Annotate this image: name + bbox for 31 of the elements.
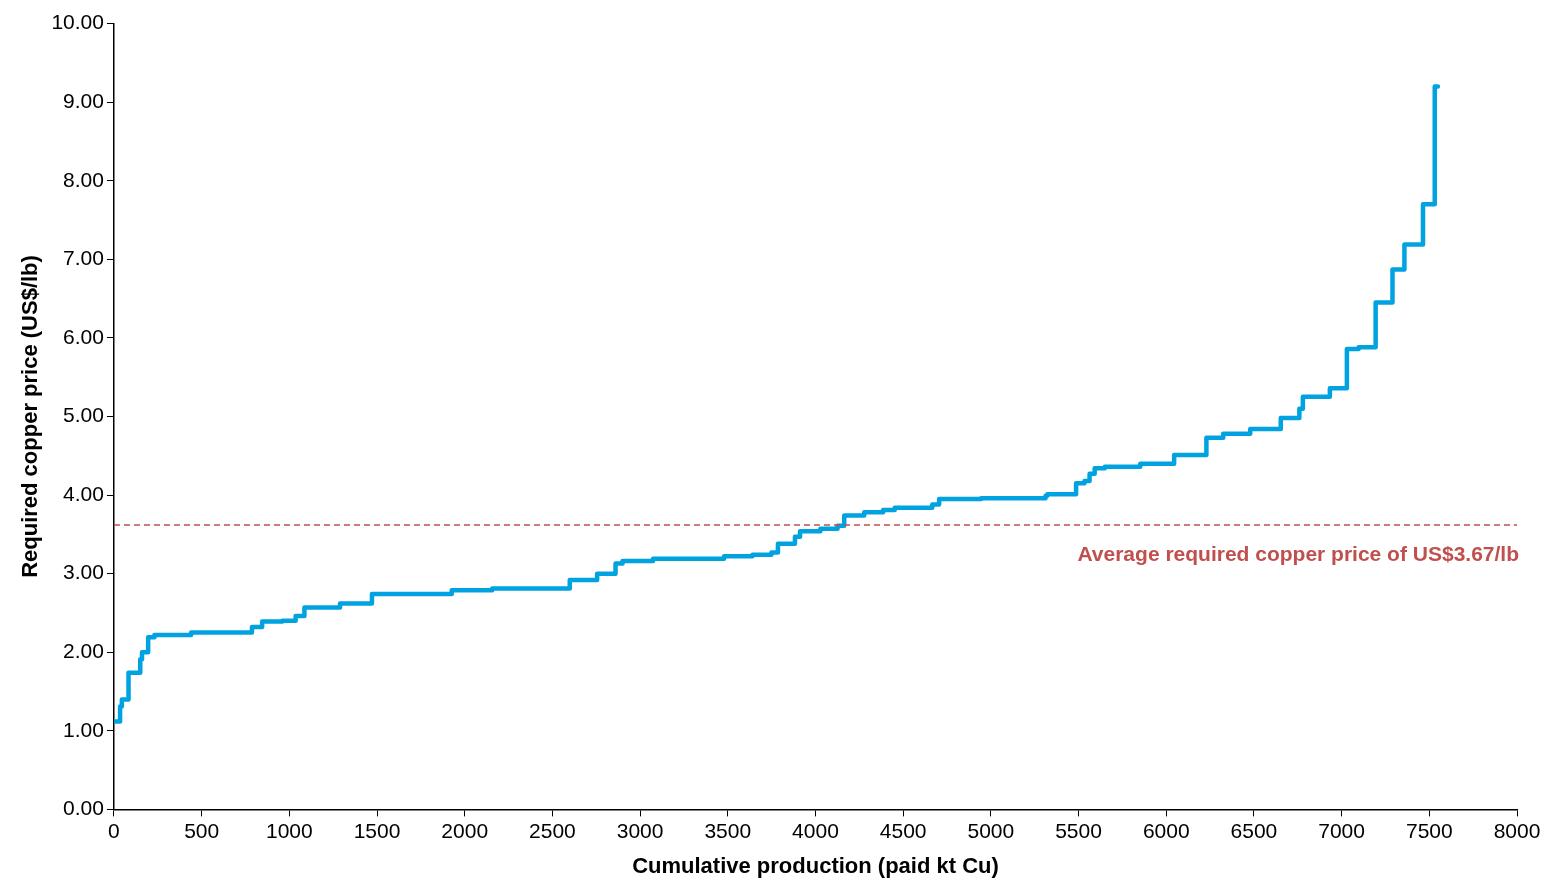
- y-tick-label: 10.00: [51, 10, 104, 34]
- y-tick-label: 6.00: [63, 324, 104, 348]
- y-tick-label: 8.00: [63, 167, 104, 191]
- x-tick-label: 6000: [1142, 818, 1190, 842]
- y-tick-label: 4.00: [63, 481, 104, 505]
- x-tick-label: 5500: [1055, 818, 1102, 842]
- y-tick-label: 0.00: [63, 796, 104, 820]
- x-tick-label: 3000: [616, 818, 664, 842]
- x-tick-label: 2000: [441, 818, 489, 842]
- x-tick-label: 4500: [879, 818, 927, 842]
- x-axis-title: Cumulative production (paid kt Cu): [632, 852, 999, 878]
- x-tick-label: 1000: [265, 818, 313, 842]
- x-tick-label: 3500: [704, 818, 752, 842]
- x-tick-label: 8000: [1493, 818, 1541, 842]
- y-tick-label: 3.00: [63, 560, 104, 584]
- y-tick-label: 5.00: [63, 403, 104, 427]
- ref-line-label: Average required copper price of US$3.67/lb: [1077, 541, 1519, 565]
- x-tick-label: 5000: [967, 818, 1015, 842]
- y-tick-label: 2.00: [63, 639, 104, 663]
- x-tick-label: 7500: [1405, 818, 1453, 842]
- x-tick-label: 0: [108, 818, 120, 842]
- y-tick-label: 9.00: [63, 88, 104, 112]
- x-tick-label: 1500: [353, 818, 401, 842]
- x-tick-label: 4000: [792, 818, 839, 842]
- x-tick-label: 2500: [529, 818, 576, 842]
- x-tick-label: 500: [184, 818, 220, 842]
- y-axis-title: Required copper price (US$/lb): [17, 255, 43, 578]
- x-tick-label: 6500: [1230, 818, 1278, 842]
- y-tick-label: 7.00: [63, 246, 104, 270]
- y-tick-label: 1.00: [63, 717, 104, 741]
- x-tick-label: 7000: [1318, 818, 1365, 842]
